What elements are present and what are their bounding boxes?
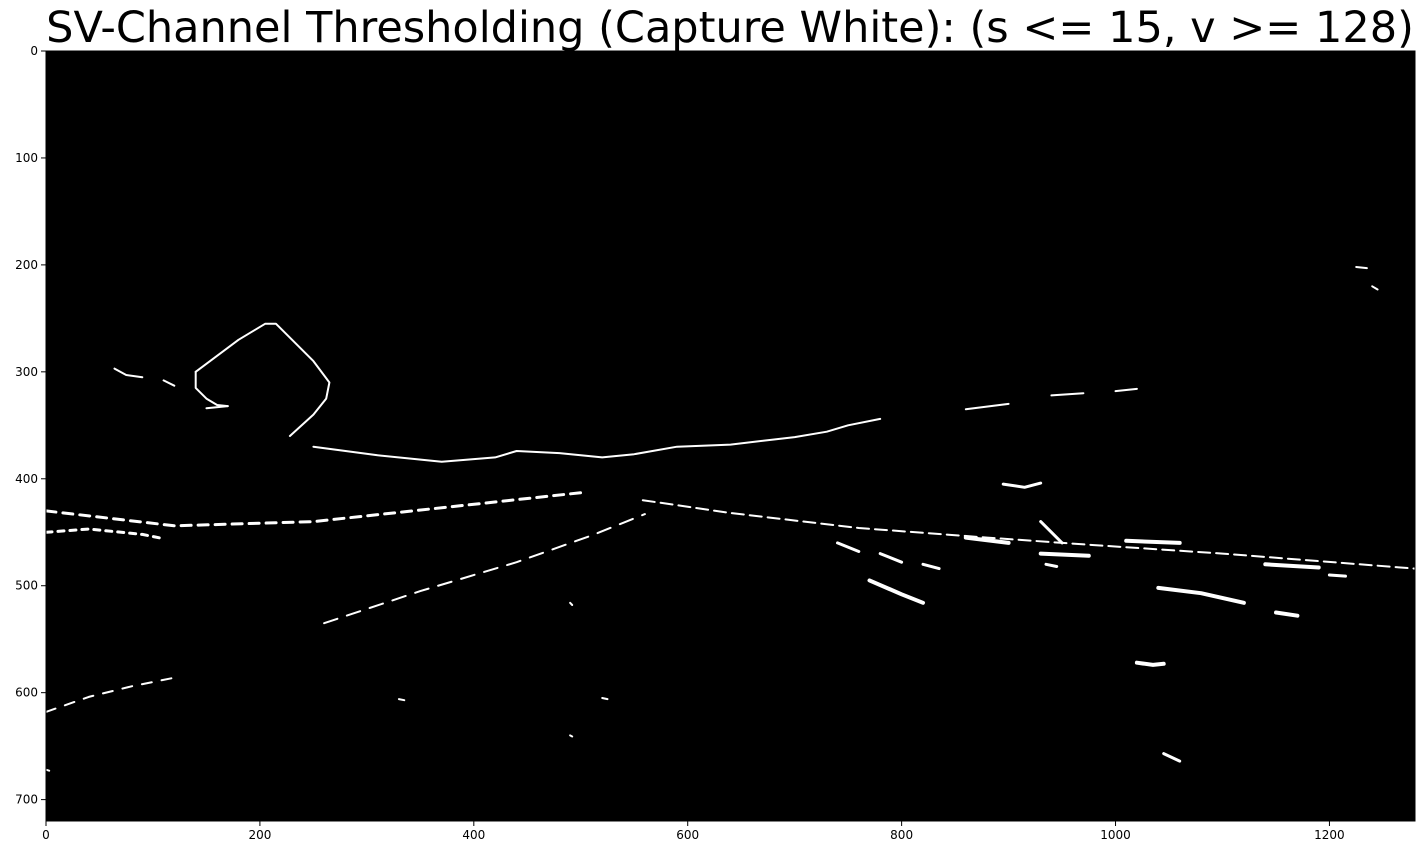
- mask-sign-outline: [194, 322, 331, 437]
- threshold-mask: [44, 266, 1416, 772]
- mask-stripe-2: [1044, 562, 1059, 568]
- mask-spot-5: [45, 768, 51, 772]
- mask-near-dash-b: [878, 552, 904, 564]
- x-tick-label: 1000: [1100, 828, 1131, 842]
- chart-title: SV-Channel Thresholding (Capture White):…: [46, 3, 1414, 53]
- mask-left-road-edge: [323, 513, 646, 625]
- mask-sign-left-edge: [194, 370, 229, 408]
- mask-right-edge-blob: [1134, 660, 1166, 667]
- y-tick-label: 600: [15, 686, 38, 700]
- x-tick-label: 200: [248, 828, 271, 842]
- mask-spot-1: [569, 601, 574, 606]
- mask-near-dash-c: [921, 562, 941, 571]
- mask-horizon-far-dash: [1114, 387, 1138, 393]
- y-tick-label: 0: [30, 44, 38, 58]
- mask-upper-left-edge: [113, 367, 144, 379]
- image-canvas: [46, 51, 1415, 821]
- mask-right-lane-near-1: [867, 578, 925, 605]
- mask-right-lane-dash-2: [1038, 551, 1091, 558]
- mask-horizon-right-dash: [964, 402, 1010, 411]
- axes-frame: [45, 50, 1416, 822]
- mask-near-dash-a: [836, 541, 861, 553]
- mask-sign-base: [205, 405, 229, 410]
- y-tick-label: 200: [15, 258, 38, 272]
- y-tick-label: 100: [15, 151, 38, 165]
- mask-horizon-right-dash-2: [1050, 392, 1085, 397]
- mask-right-lane-dash-4: [1263, 562, 1321, 570]
- x-tick-label: 1200: [1314, 828, 1345, 842]
- y-tick-label: 500: [15, 579, 38, 593]
- y-tick-label: 400: [15, 472, 38, 486]
- mask-far-right-dash: [1355, 266, 1368, 270]
- x-tick-label: 0: [42, 828, 50, 842]
- y-axis: 0 100 200 300 400 500 600 700: [15, 44, 46, 807]
- mask-spot-3: [569, 734, 574, 738]
- x-axis: 0 200 400 600 800 1000 1200: [42, 821, 1345, 842]
- x-tick-label: 800: [890, 828, 913, 842]
- x-tick-label: 600: [676, 828, 699, 842]
- y-tick-label: 300: [15, 365, 38, 379]
- mask-center-line: [641, 499, 1416, 570]
- mask-far-left-edge: [45, 676, 176, 713]
- mask-right-lane-dash-1: [963, 535, 1011, 545]
- mask-right-edge-blob-2: [1327, 573, 1347, 578]
- mask-far-right-dash-2: [1371, 285, 1379, 291]
- mask-horizon-left: [312, 417, 882, 463]
- mask-car-blob: [1001, 481, 1043, 489]
- mask-right-lane-dash-3: [1124, 538, 1182, 545]
- mask-stripe-3: [1162, 752, 1182, 763]
- mask-upper-left-edge-2: [162, 379, 176, 387]
- mask-stripe-1: [1039, 520, 1064, 545]
- mask-spot-4: [397, 698, 406, 702]
- y-tick-label: 700: [15, 793, 38, 807]
- mask-left-lane-near: [44, 527, 166, 541]
- mask-left-lane-dashes: [44, 491, 583, 528]
- mask-right-lane-near-2: [1156, 585, 1246, 605]
- x-tick-label: 400: [462, 828, 485, 842]
- mask-spot-2: [601, 697, 609, 701]
- mask-right-lane-near-3: [1274, 610, 1300, 618]
